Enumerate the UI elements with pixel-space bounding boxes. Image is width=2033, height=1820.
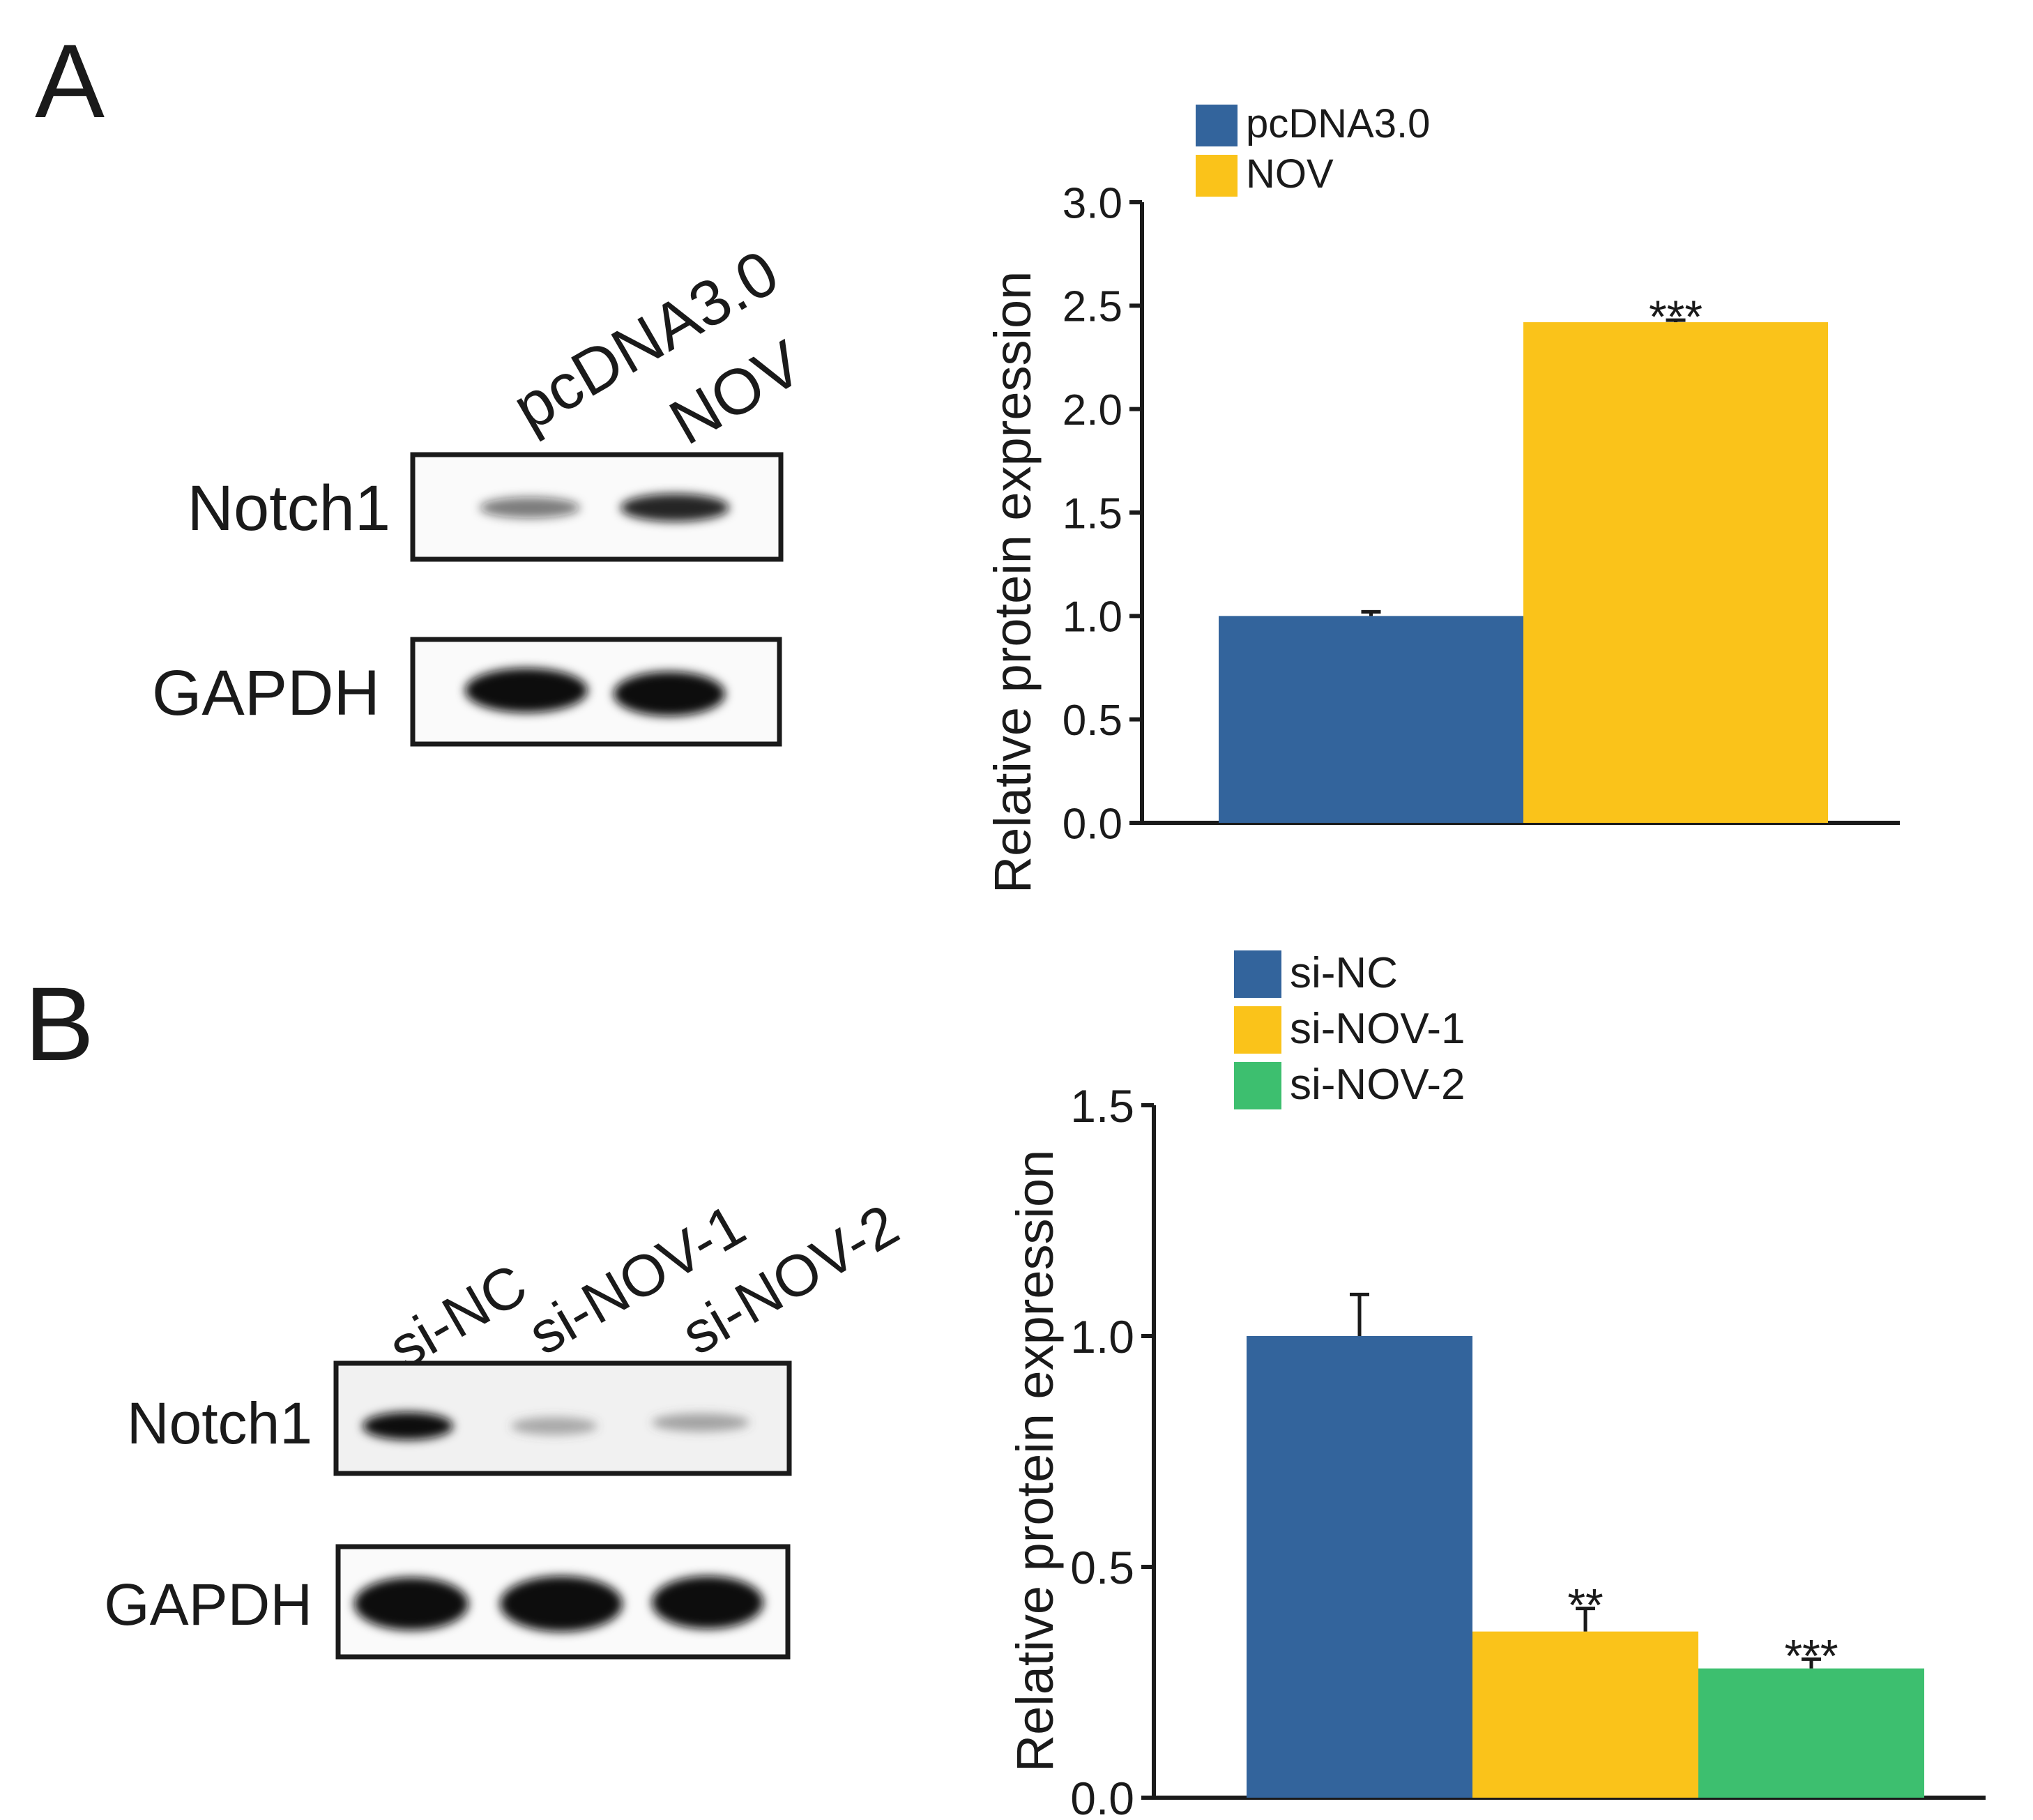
blot-a-gapdh-bands [465,668,725,716]
legend-label: pcDNA3.0 [1246,101,1430,146]
band-notch1-sinov2 [652,1413,749,1432]
bar-NOV [1523,322,1828,824]
legend-label: si-NOV-2 [1290,1061,1465,1109]
blot-a: pcDNA3.0 NOV Notch1 GAPDH [152,236,814,747]
legend-swatch [1196,155,1238,197]
y-tick-label: 2.5 [1063,283,1122,331]
band-gapdh-pcdna [465,668,588,713]
y-tick-label: 0.5 [1063,697,1122,745]
blot-a-row-label-notch1: Notch1 [188,473,391,544]
blot-b-gapdh-bands [354,1576,763,1632]
chart-a-ylabel: Relative protein expression [984,271,1042,894]
y-tick-label: 0.0 [1063,800,1122,848]
panel-letter-b: B [24,965,94,1082]
significance-marker: *** [1649,291,1703,342]
y-tick-label: 0.0 [1070,1773,1134,1820]
y-tick-label: 2.0 [1063,386,1122,434]
blot-b-row-label-gapdh: GAPDH [104,1572,312,1637]
band-gapdh-nov [614,672,725,716]
blot-b: si-NC si-NOV-1 si-NOV-2 Notch1 GAPDH [104,1192,909,1660]
bar-si-NOV-2 [1698,1668,1924,1798]
chart-b-ylabel: Relative protein expression [1006,1150,1064,1773]
band-notch1-sinov1 [511,1417,597,1435]
bar-si-NOV-1 [1472,1631,1698,1798]
blot-a-notch1-bands [480,494,729,522]
significance-marker: ** [1567,1579,1603,1631]
band-gapdh-sinov2 [652,1576,763,1629]
legend-label: NOV [1246,151,1334,197]
legend-swatch [1234,950,1281,998]
y-tick-label: 1.5 [1063,490,1122,538]
legend-label: si-NC [1290,949,1398,997]
band-gapdh-sinov1 [500,1576,623,1632]
y-tick-label: 1.0 [1070,1311,1134,1363]
band-notch1-pcdna [480,497,580,518]
blot-a-row-label-gapdh: GAPDH [152,658,380,729]
y-tick-label: 1.5 [1070,1080,1134,1132]
legend-label: si-NOV-1 [1290,1005,1465,1053]
legend-swatch [1234,1062,1281,1109]
panel-letter-a: A [35,22,105,139]
y-tick-label: 1.0 [1063,593,1122,642]
legend-swatch [1234,1006,1281,1054]
band-notch1-sinc [363,1412,453,1440]
chart-a: Relative protein expression 0.0 0.5 1.0 1.5… [984,101,1900,893]
blot-b-row-label-notch1: Notch1 [127,1390,312,1456]
y-tick-label: 0.5 [1070,1542,1134,1593]
bar-pcDNA3.0 [1219,616,1523,823]
band-gapdh-sinc [354,1577,469,1630]
y-tick-label: 3.0 [1063,179,1122,227]
band-notch1-nov [620,494,729,522]
legend-swatch [1196,105,1238,146]
chart-b: Relative protein expression 0.0 0.5 1.0 1.5… [1006,949,1986,1820]
blot-b-notch1-bands [363,1412,749,1440]
significance-marker: *** [1784,1630,1838,1681]
bar-si-NC [1247,1336,1472,1798]
